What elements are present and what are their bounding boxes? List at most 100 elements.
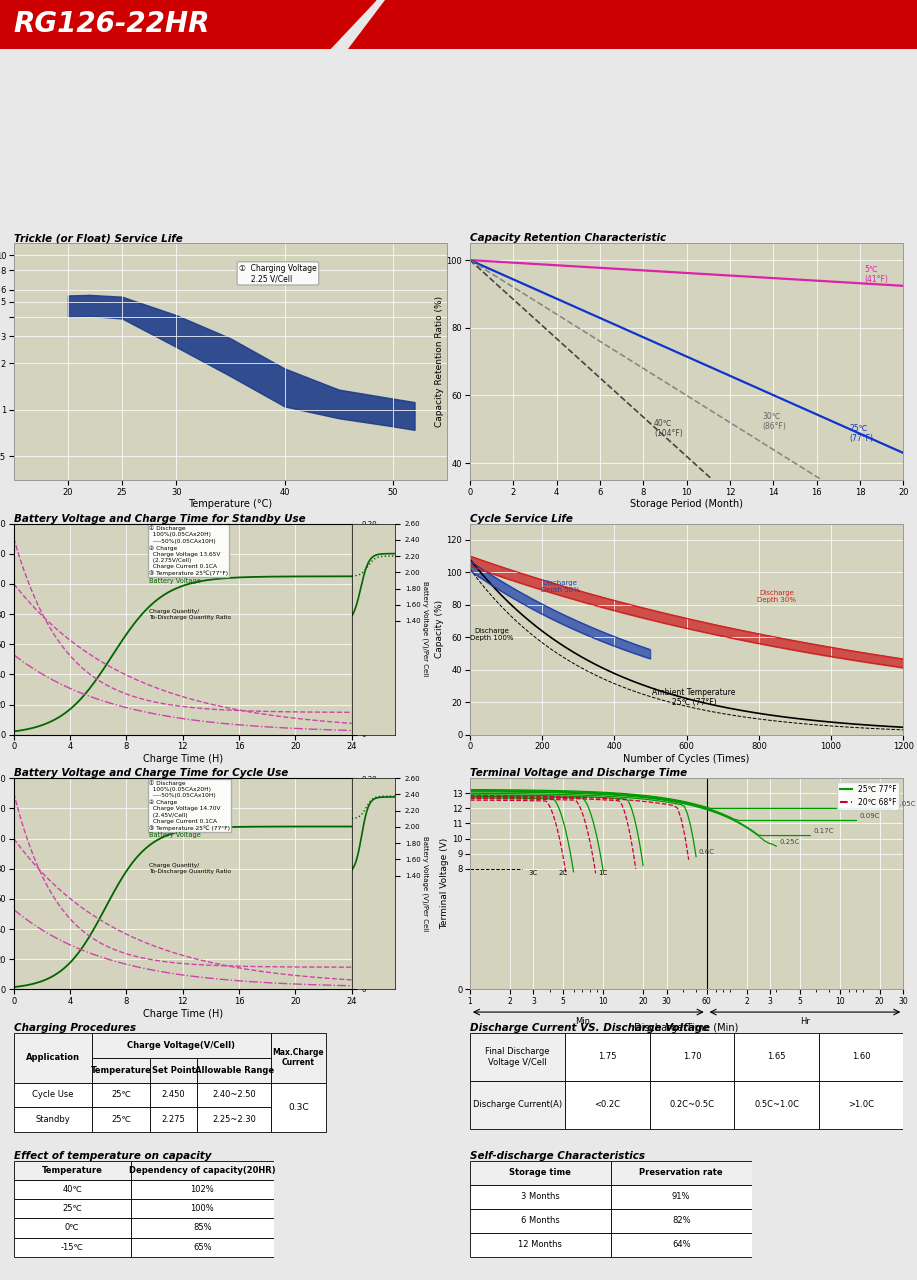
Text: RG126-22HR: RG126-22HR [14,10,210,38]
Text: Charge Quantity/
To-Discharge Quantity Ratio: Charge Quantity/ To-Discharge Quantity R… [149,609,231,620]
Text: Cycle Service Life: Cycle Service Life [470,513,573,524]
Text: 1C: 1C [599,870,608,876]
Text: 82%: 82% [672,1216,691,1225]
Text: 102%: 102% [191,1185,214,1194]
Bar [819,1080,903,1129]
Text: Terminal Voltage and Discharge Time: Terminal Voltage and Discharge Time [470,768,687,778]
X-axis label: Number of Cycles (Times): Number of Cycles (Times) [624,754,750,764]
Text: Capacity Retention Characteristic: Capacity Retention Characteristic [470,233,666,243]
X-axis label: Charge Time (H): Charge Time (H) [143,754,223,764]
Text: 2.450: 2.450 [161,1091,185,1100]
Text: Charge Voltage(V/Cell): Charge Voltage(V/Cell) [127,1041,236,1050]
Bar [14,1033,92,1083]
Text: 1.75: 1.75 [598,1052,617,1061]
Text: Set Point: Set Point [151,1066,195,1075]
Text: Dependency of capacity(20HR): Dependency of capacity(20HR) [129,1166,275,1175]
Text: Discharge Current VS. Discharge Voltage: Discharge Current VS. Discharge Voltage [470,1023,710,1033]
Text: Battery Voltage: Battery Voltage [149,577,201,584]
Text: 0℃: 0℃ [65,1224,80,1233]
Y-axis label: Charge Current (CA): Charge Current (CA) [379,594,385,664]
Bar [271,1033,326,1083]
Bar [611,1161,752,1185]
X-axis label: Storage Period (Month): Storage Period (Month) [630,499,743,509]
Text: ① Discharge
  100%(0.05CAx20H)
  ----50%(0.05CAx10H)
② Charge
  Charge Voltage 1: ① Discharge 100%(0.05CAx20H) ----50%(0.0… [149,781,230,831]
Bar [14,1161,131,1180]
Bar [14,1219,131,1238]
Bar [150,1057,197,1083]
Text: 100%: 100% [191,1204,214,1213]
Text: Temperature: Temperature [42,1166,103,1175]
Text: Min: Min [575,1016,590,1025]
Text: Cycle Use: Cycle Use [32,1091,73,1100]
Text: Self-discharge Characteristics: Self-discharge Characteristics [470,1151,645,1161]
Text: Charging Procedures: Charging Procedures [14,1023,136,1033]
X-axis label: Charge Time (H): Charge Time (H) [143,1009,223,1019]
Text: <0.2C: <0.2C [594,1101,621,1110]
Text: 1.70: 1.70 [683,1052,702,1061]
Bar [611,1185,752,1208]
Text: 40℃: 40℃ [62,1185,83,1194]
Text: 85%: 85% [193,1224,212,1233]
Text: 25℃
(77°F): 25℃ (77°F) [849,424,873,443]
Text: Allowable Range: Allowable Range [194,1066,273,1075]
Bar [470,1185,611,1208]
Text: -15℃: -15℃ [61,1243,83,1252]
X-axis label: Discharge Time (Min): Discharge Time (Min) [635,1023,739,1033]
Text: 0.5C~1.0C: 0.5C~1.0C [754,1101,799,1110]
Bar [271,1083,326,1132]
Bar [14,1238,131,1257]
Bar [150,1083,197,1107]
Text: 0.6C: 0.6C [699,850,715,855]
Text: 12 Months: 12 Months [518,1240,562,1249]
Bar [150,1107,197,1132]
Y-axis label: Terminal Voltage (V): Terminal Voltage (V) [440,838,449,929]
Text: 64%: 64% [672,1240,691,1249]
Bar [611,1208,752,1233]
Text: Preservation rate: Preservation rate [639,1169,723,1178]
Bar [470,1161,611,1185]
Text: Standby: Standby [36,1115,70,1124]
Bar [92,1033,271,1057]
Bar [470,1033,565,1080]
Bar [197,1083,271,1107]
Text: Ambient Temperature
25℃ (77°F): Ambient Temperature 25℃ (77°F) [652,689,735,708]
Text: Hr: Hr [801,1016,810,1025]
Bar [650,1080,735,1129]
Text: 3 Months: 3 Months [521,1193,559,1202]
Y-axis label: Charge Current (CA): Charge Current (CA) [379,849,385,919]
Text: >1.0C: >1.0C [848,1101,874,1110]
Legend: 25℃ 77°F, 20℃ 68°F: 25℃ 77°F, 20℃ 68°F [837,782,900,810]
Bar [735,1080,819,1129]
Bar [470,1233,611,1257]
Bar [650,1033,735,1080]
Text: 1.60: 1.60 [852,1052,870,1061]
Bar [197,1057,271,1083]
Text: 6 Months: 6 Months [521,1216,559,1225]
Bar [14,1083,92,1107]
Text: Charge Quantity/
To-Discharge Quantity Ratio: Charge Quantity/ To-Discharge Quantity R… [149,864,231,874]
Bar [470,1080,565,1129]
Text: ①  Charging Voltage
     2.25 V/Cell: ① Charging Voltage 2.25 V/Cell [239,264,316,283]
Bar [197,1107,271,1132]
Text: Discharge
Depth 100%: Discharge Depth 100% [470,628,514,641]
Text: 65%: 65% [193,1243,212,1252]
Text: 25℃: 25℃ [111,1091,131,1100]
Text: 3C: 3C [529,870,538,876]
Text: 25℃: 25℃ [111,1115,131,1124]
Text: 25℃: 25℃ [62,1204,83,1213]
Bar [565,1033,650,1080]
Text: Battery Voltage and Charge Time for Standby Use: Battery Voltage and Charge Time for Stan… [14,513,305,524]
Text: Storage time: Storage time [510,1169,571,1178]
Text: 2.40~2.50: 2.40~2.50 [212,1091,256,1100]
Text: Battery Voltage: Battery Voltage [149,832,201,838]
Bar [14,1180,131,1199]
Text: 40℃
(104°F): 40℃ (104°F) [654,419,683,438]
Text: Application: Application [26,1053,80,1062]
Bar [131,1161,274,1180]
Bar [14,1199,131,1219]
Text: Discharge
Depth 50%: Discharge Depth 50% [541,580,580,593]
Text: Effect of temperature on capacity: Effect of temperature on capacity [14,1151,211,1161]
Text: 0.17C: 0.17C [813,828,834,835]
Y-axis label: Battery Voltage (V)/Per Cell: Battery Voltage (V)/Per Cell [422,581,428,677]
Bar [131,1180,274,1199]
